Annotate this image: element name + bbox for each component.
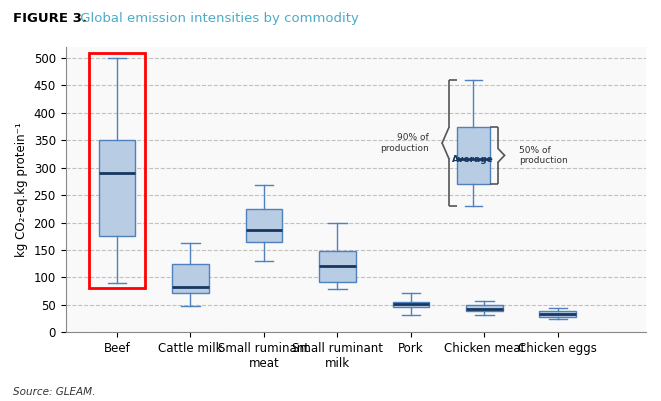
PathPatch shape (457, 127, 490, 184)
PathPatch shape (172, 264, 209, 293)
Text: Global emission intensities by commodity: Global emission intensities by commodity (76, 12, 359, 25)
Text: Average: Average (452, 155, 494, 164)
PathPatch shape (98, 140, 136, 236)
PathPatch shape (319, 251, 356, 282)
Text: FIGURE 3.: FIGURE 3. (13, 12, 87, 25)
Text: 90% of
production: 90% of production (380, 134, 429, 153)
Y-axis label: kg CO₂-eq.kg protein⁻¹: kg CO₂-eq.kg protein⁻¹ (15, 122, 28, 257)
Text: Source: GLEAM.: Source: GLEAM. (13, 387, 96, 397)
Text: 50% of
production: 50% of production (520, 146, 568, 165)
PathPatch shape (245, 209, 282, 242)
PathPatch shape (466, 305, 503, 312)
PathPatch shape (539, 312, 576, 317)
PathPatch shape (393, 302, 429, 307)
